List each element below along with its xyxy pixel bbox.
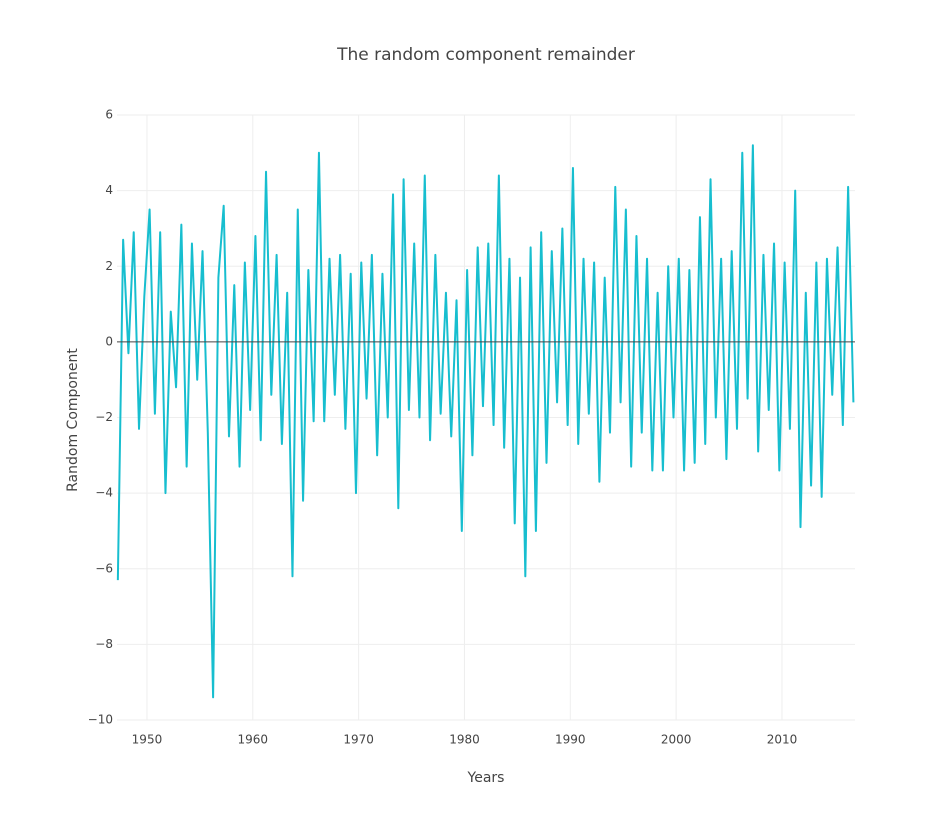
y-tick-label: 2 [105,259,113,273]
y-tick-label: −4 [95,486,113,500]
y-tick-label: −6 [95,561,113,575]
x-tick-label: 2000 [661,733,692,747]
chart-title: The random component remainder [336,45,635,65]
y-tick-label: −8 [95,637,113,651]
y-axis-title: Random Component [65,348,81,492]
y-tick-label: 6 [105,108,113,122]
y-tick-label: 0 [105,334,113,348]
y-tick-label: 4 [105,183,113,197]
x-axis-title: Years [467,770,505,786]
x-tick-label: 1960 [238,733,269,747]
x-tick-label: 1990 [555,733,586,747]
y-tick-label: −10 [88,713,113,727]
data-line [116,144,855,699]
x-tick-label: 1950 [132,733,163,747]
x-tick-label: 1980 [449,733,480,747]
x-tick-label: 1970 [343,733,374,747]
x-tick-label: 2010 [767,733,798,747]
y-tick-label: −2 [95,410,113,424]
